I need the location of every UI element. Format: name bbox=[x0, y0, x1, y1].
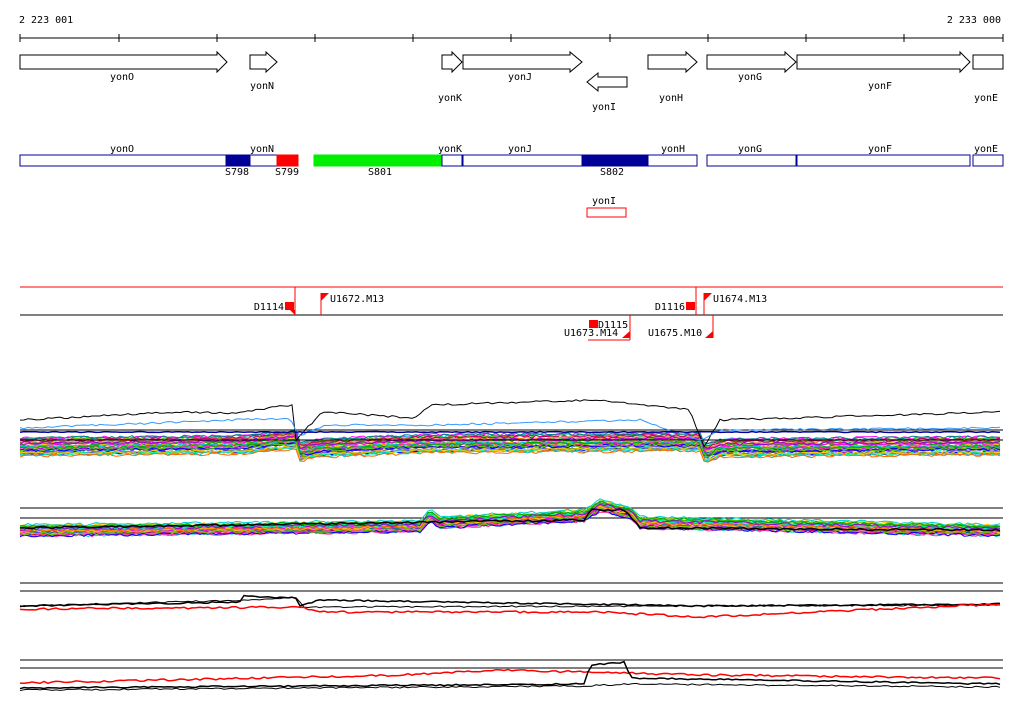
gene-yonE[interactable]: yonE bbox=[972, 54, 1004, 104]
gene-label: yonE bbox=[974, 93, 998, 104]
segment-yonH[interactable] bbox=[647, 154, 698, 167]
reverse-feature-yonI[interactable] bbox=[586, 207, 627, 218]
gene-label: yonJ bbox=[508, 72, 532, 83]
segment-yonF[interactable] bbox=[796, 154, 971, 167]
tu-U1675-M10[interactable]: U1675.M10 bbox=[648, 315, 714, 339]
gene-label: yonI bbox=[592, 102, 616, 113]
segment-yonK[interactable] bbox=[441, 154, 463, 167]
tu-label: U1675.M10 bbox=[648, 328, 702, 339]
feature-label: S801 bbox=[368, 167, 392, 178]
segment-yonN[interactable] bbox=[249, 154, 278, 167]
segment-label: yonN bbox=[250, 144, 274, 155]
gene-yonK[interactable]: yonK bbox=[438, 50, 463, 104]
gene-label: yonO bbox=[110, 72, 134, 83]
tu-label: D1114 bbox=[254, 302, 284, 313]
feature-S801[interactable] bbox=[313, 154, 443, 167]
expression-trace bbox=[19, 594, 1000, 608]
feature-S798[interactable] bbox=[225, 154, 251, 167]
feature-S802[interactable] bbox=[581, 154, 649, 167]
gene-yonF[interactable]: yonF bbox=[796, 50, 971, 92]
expression-trace bbox=[19, 444, 1001, 461]
ruler-start-label: 2 223 001 bbox=[19, 15, 73, 26]
gene-yonG[interactable]: yonG bbox=[706, 50, 797, 83]
expression-panel-2 bbox=[19, 498, 1003, 538]
coordinate-ruler: 2 223 001 2 233 000 bbox=[19, 15, 1004, 42]
segment-label: yonJ bbox=[508, 144, 532, 155]
annotation-bar-track: yonO yonN yonK yonJ yonH yonG yonF yonE … bbox=[19, 144, 1004, 218]
tu-U1673-M14[interactable]: U1673.M14 bbox=[564, 328, 618, 339]
reverse-feature-label: yonI bbox=[592, 196, 616, 207]
expression-trace bbox=[19, 660, 1001, 690]
expression-trace bbox=[19, 596, 1001, 609]
expression-trace bbox=[19, 509, 1001, 538]
segment-yonJ[interactable] bbox=[462, 154, 583, 167]
feature-label: S802 bbox=[600, 167, 624, 178]
gene-yonH[interactable]: yonH bbox=[647, 50, 698, 104]
ruler-end-label: 2 233 000 bbox=[947, 15, 1001, 26]
gene-yonJ[interactable]: yonJ bbox=[462, 50, 583, 83]
expression-trace bbox=[19, 507, 1001, 536]
ruler-ticks bbox=[19, 34, 1004, 42]
gene-label: yonF bbox=[868, 81, 892, 92]
expression-trace bbox=[19, 399, 1001, 448]
gene-label: yonG bbox=[738, 72, 762, 83]
gene-arrow-track: yonO yonN yonK yonJ yonI yonH yonG yonF bbox=[19, 50, 1004, 113]
segment-label: yonK bbox=[438, 144, 462, 155]
gene-label: yonN bbox=[250, 81, 274, 92]
expression-panel-1 bbox=[19, 399, 1003, 463]
expression-panel-4 bbox=[19, 659, 1003, 692]
segment-yonG[interactable] bbox=[706, 154, 797, 167]
gene-label: yonH bbox=[659, 93, 683, 104]
gene-label: yonK bbox=[438, 93, 462, 104]
gene-yonO[interactable]: yonO bbox=[19, 50, 228, 83]
expression-trace bbox=[19, 603, 1001, 619]
gene-yonI[interactable]: yonI bbox=[586, 71, 628, 113]
segment-yonO[interactable] bbox=[19, 154, 227, 167]
tu-label: D1115 bbox=[598, 320, 628, 331]
tu-U1672-M13[interactable]: U1672.M13 bbox=[320, 293, 384, 315]
segment-label: yonG bbox=[738, 144, 762, 155]
segment-label: yonH bbox=[661, 144, 685, 155]
segment-label: yonO bbox=[110, 144, 134, 155]
expression-trace bbox=[19, 668, 1001, 685]
expression-trace bbox=[19, 498, 1001, 527]
gene-yonN[interactable]: yonN bbox=[249, 50, 278, 92]
segment-label: yonE bbox=[974, 144, 998, 155]
expression-trace bbox=[19, 682, 1001, 692]
tu-D1114[interactable]: D1114 bbox=[20, 286, 296, 315]
expression-trace bbox=[19, 433, 1001, 450]
expression-trace bbox=[19, 440, 1001, 458]
tu-label: U1672.M13 bbox=[330, 294, 384, 305]
tu-label: U1674.M13 bbox=[713, 294, 767, 305]
tu-label: D1116 bbox=[655, 302, 685, 313]
feature-label: S798 bbox=[225, 167, 249, 178]
expression-trace bbox=[19, 430, 1001, 434]
expression-trace bbox=[19, 504, 1001, 533]
transcription-unit-track: D1114 U1672.M13 D1116 U1674.M13 D1115 U1… bbox=[20, 286, 1003, 341]
tu-label: U1673.M14 bbox=[564, 328, 618, 339]
expression-trace bbox=[20, 429, 1000, 445]
expression-trace bbox=[19, 448, 1001, 463]
feature-label: S799 bbox=[275, 167, 299, 178]
expression-panel-3 bbox=[19, 582, 1003, 619]
expression-trace bbox=[19, 417, 1001, 441]
tu-D1115[interactable]: D1115 bbox=[588, 315, 631, 341]
tu-D1116[interactable]: D1116 bbox=[655, 287, 697, 315]
segment-yonE[interactable] bbox=[972, 154, 1004, 167]
feature-S799[interactable] bbox=[276, 154, 299, 167]
expression-trace bbox=[19, 508, 1001, 532]
tu-U1674-M13[interactable]: U1674.M13 bbox=[703, 293, 767, 315]
segment-label: yonF bbox=[868, 144, 892, 155]
